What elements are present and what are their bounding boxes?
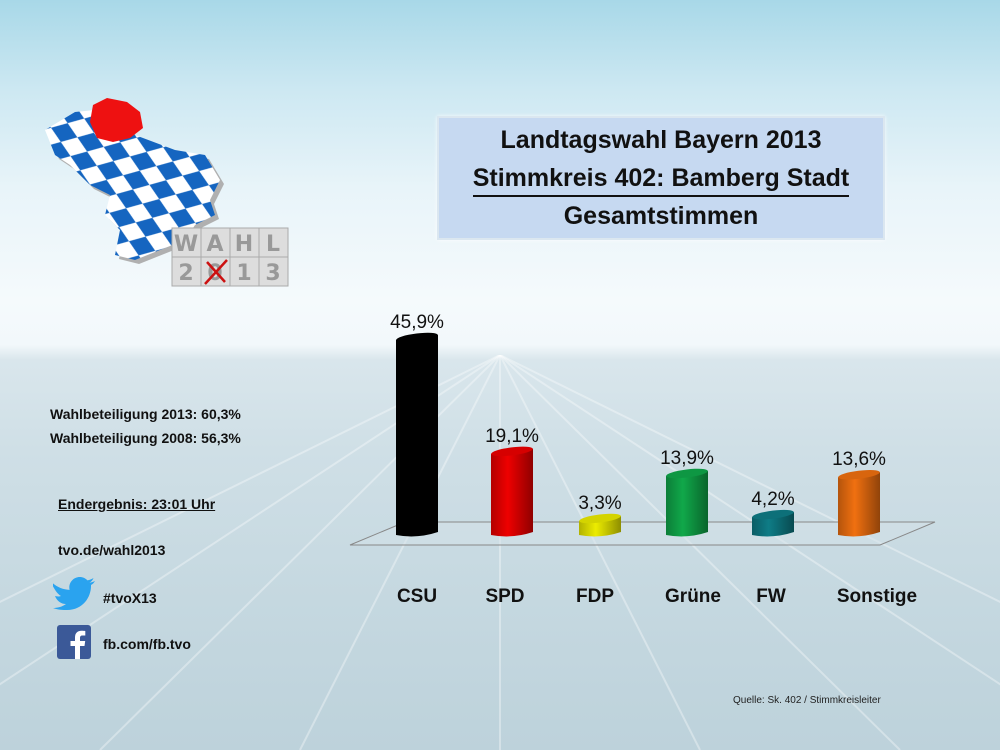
bar-spd	[491, 448, 533, 537]
turnout-2013: Wahlbeteiligung 2013: 60,3%	[50, 406, 241, 422]
bar-top-fw	[752, 509, 794, 520]
data-label-sonstige: 13,6%	[832, 449, 886, 470]
bar-top-grüne	[666, 468, 708, 479]
bar-top-fdp	[579, 513, 621, 524]
data-label-fw: 4,2%	[751, 489, 794, 510]
tile-1: 1	[236, 261, 251, 286]
wahl-2013-tiles: W A H L 2 0 1 3	[171, 227, 289, 287]
bar-sonstige	[838, 472, 880, 537]
category-label-spd: SPD	[485, 586, 524, 607]
bar-top-sonstige	[838, 469, 880, 480]
bar-top-spd	[491, 446, 533, 457]
tile-a: A	[206, 232, 223, 257]
bar-top-csu	[396, 332, 438, 343]
source-note: Quelle: Sk. 402 / Stimmkreisleiter	[733, 695, 881, 706]
tile-l: L	[266, 232, 280, 257]
bar-csu	[396, 335, 438, 537]
bavaria-map-icon: W A H L 2 0 1 3	[45, 98, 289, 287]
ballot-cross-icon	[204, 259, 228, 285]
turnout-2008: Wahlbeteiligung 2008: 56,3%	[50, 430, 241, 446]
category-label-fw: FW	[756, 586, 786, 607]
data-label-grüne: 13,9%	[660, 448, 714, 469]
bamberg-region-highlight	[90, 98, 143, 142]
category-label-csu: CSU	[397, 586, 437, 607]
data-label-csu: 45,9%	[390, 312, 444, 333]
tile-h: H	[235, 232, 253, 257]
bar-grüne	[666, 470, 708, 537]
facebook-link[interactable]: fb.com/fb.tvo	[103, 636, 191, 652]
tile-2: 2	[178, 261, 193, 286]
title-line-1: Landtagswahl Bayern 2013	[500, 126, 822, 154]
title-line-2: Stimmkreis 402: Bamberg Stadt	[472, 161, 850, 197]
tile-w: W	[174, 232, 198, 257]
bar-chart: 45,9% 19,1% 3,3% 13,9% 4,2% 13,6% CSU SPD FDP Gr…	[349, 312, 936, 607]
title-box: Landtagswahl Bayern 2013 Stimmkreis 402:…	[437, 116, 885, 240]
twitter-handle[interactable]: #tvoX13	[103, 590, 157, 606]
data-label-spd: 19,1%	[485, 426, 539, 447]
facebook-icon[interactable]	[57, 625, 91, 659]
data-label-fdp: 3,3%	[578, 493, 621, 514]
final-result-time: Endergebnis: 23:01 Uhr	[58, 496, 216, 512]
category-label-grüne: Grüne	[665, 586, 721, 607]
tile-3: 3	[265, 261, 280, 286]
twitter-icon[interactable]	[53, 576, 97, 610]
website-link[interactable]: tvo.de/wahl2013	[58, 542, 166, 558]
title-line-3: Gesamtstimmen	[563, 202, 759, 230]
category-label-fdp: FDP	[576, 586, 614, 607]
category-label-sonstige: Sonstige	[837, 586, 917, 607]
